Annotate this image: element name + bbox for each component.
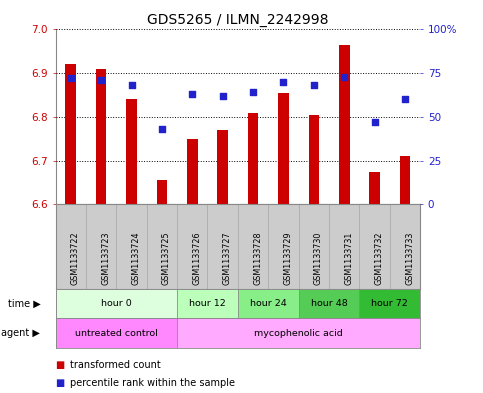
- Bar: [248, 112, 258, 204]
- Bar: [187, 139, 198, 204]
- Text: time ▶: time ▶: [8, 299, 41, 309]
- Text: GSM1133730: GSM1133730: [314, 231, 323, 285]
- Text: GSM1133723: GSM1133723: [101, 231, 110, 285]
- Point: [310, 82, 318, 88]
- Point: [219, 93, 227, 99]
- Text: GSM1133729: GSM1133729: [284, 231, 293, 285]
- Bar: [56, 204, 86, 289]
- Bar: [56, 289, 177, 318]
- Bar: [217, 130, 228, 204]
- Point: [371, 119, 379, 125]
- Bar: [400, 156, 411, 204]
- Text: GSM1133727: GSM1133727: [223, 231, 232, 285]
- Bar: [278, 93, 289, 204]
- Text: GSM1133724: GSM1133724: [131, 231, 141, 285]
- Bar: [86, 204, 116, 289]
- Bar: [147, 204, 177, 289]
- Bar: [339, 45, 350, 204]
- Bar: [96, 69, 106, 204]
- Text: GSM1133725: GSM1133725: [162, 231, 171, 285]
- Bar: [177, 289, 238, 318]
- Bar: [359, 289, 420, 318]
- Bar: [177, 204, 208, 289]
- Text: percentile rank within the sample: percentile rank within the sample: [70, 378, 235, 388]
- Bar: [298, 289, 359, 318]
- Bar: [268, 204, 298, 289]
- Text: transformed count: transformed count: [70, 360, 161, 370]
- Text: GSM1133726: GSM1133726: [192, 231, 201, 285]
- Bar: [56, 318, 177, 348]
- Bar: [208, 204, 238, 289]
- Text: GSM1133722: GSM1133722: [71, 231, 80, 285]
- Bar: [65, 64, 76, 204]
- Bar: [126, 99, 137, 204]
- Text: GSM1133732: GSM1133732: [375, 231, 384, 285]
- Bar: [156, 180, 167, 204]
- Text: mycophenolic acid: mycophenolic acid: [254, 329, 343, 338]
- Text: hour 72: hour 72: [371, 299, 408, 308]
- Point: [188, 91, 196, 97]
- Bar: [116, 204, 147, 289]
- Title: GDS5265 / ILMN_2242998: GDS5265 / ILMN_2242998: [147, 13, 328, 27]
- Bar: [369, 172, 380, 204]
- Text: ■: ■: [56, 378, 65, 388]
- Point: [67, 75, 74, 82]
- Point: [341, 73, 348, 80]
- Point: [401, 96, 409, 103]
- Text: hour 24: hour 24: [250, 299, 286, 308]
- Point: [280, 79, 287, 85]
- Text: hour 48: hour 48: [311, 299, 347, 308]
- Text: GSM1133731: GSM1133731: [344, 231, 353, 285]
- Text: GSM1133733: GSM1133733: [405, 231, 414, 285]
- Point: [128, 82, 135, 88]
- Bar: [390, 204, 420, 289]
- Text: hour 12: hour 12: [189, 299, 226, 308]
- Bar: [309, 115, 319, 204]
- Point: [249, 89, 257, 95]
- Bar: [298, 204, 329, 289]
- Point: [158, 126, 166, 132]
- Text: agent ▶: agent ▶: [1, 328, 41, 338]
- Text: GSM1133728: GSM1133728: [253, 231, 262, 285]
- Bar: [359, 204, 390, 289]
- Text: untreated control: untreated control: [75, 329, 157, 338]
- Bar: [329, 204, 359, 289]
- Bar: [238, 204, 268, 289]
- Point: [97, 77, 105, 83]
- Text: hour 0: hour 0: [101, 299, 132, 308]
- Bar: [177, 318, 420, 348]
- Bar: [238, 289, 298, 318]
- Text: ■: ■: [56, 360, 65, 370]
